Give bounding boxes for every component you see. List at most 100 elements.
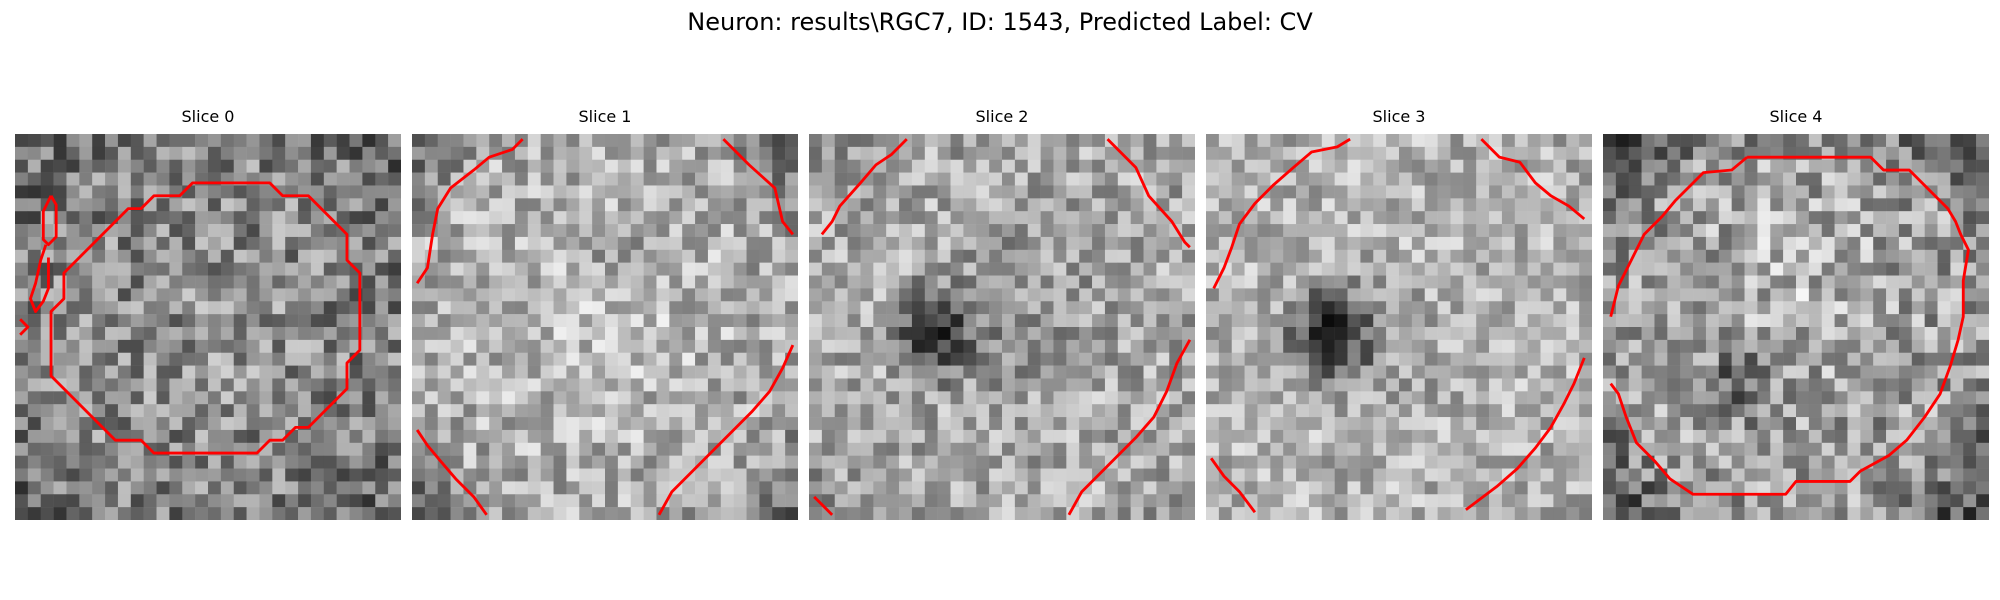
pixel xyxy=(579,314,593,328)
pixel xyxy=(1808,211,1822,225)
pixel xyxy=(1206,442,1220,456)
pixel xyxy=(502,159,516,173)
pixel xyxy=(1424,185,1438,199)
pixel xyxy=(1654,481,1668,495)
pixel xyxy=(1566,455,1580,469)
pixel xyxy=(1130,134,1144,148)
pixel xyxy=(1283,236,1297,251)
pixel xyxy=(233,507,247,520)
pixel xyxy=(1066,288,1080,302)
pixel xyxy=(323,288,337,302)
pixel xyxy=(117,159,132,173)
pixel xyxy=(92,288,106,302)
pixel xyxy=(1898,352,1913,366)
pixel xyxy=(1321,159,1335,173)
pixel xyxy=(643,249,657,263)
pixel xyxy=(963,429,977,444)
pixel xyxy=(1450,468,1464,482)
pixel xyxy=(208,288,222,302)
pixel xyxy=(233,275,247,289)
pixel xyxy=(105,314,119,328)
pixel xyxy=(53,494,67,508)
pixel xyxy=(130,211,144,225)
pixel xyxy=(1437,236,1451,251)
pixel xyxy=(1680,185,1694,199)
pixel xyxy=(195,185,209,199)
pixel xyxy=(695,391,709,405)
pixel xyxy=(1886,455,1900,469)
pixel xyxy=(1757,314,1771,328)
pixel xyxy=(1834,301,1848,315)
pixel xyxy=(1321,224,1335,238)
pixel xyxy=(1566,249,1580,263)
pixel xyxy=(1130,468,1144,482)
pixel xyxy=(1924,224,1938,238)
pixel xyxy=(1924,301,1938,315)
contour-line xyxy=(1106,138,1191,249)
pixel xyxy=(92,352,106,366)
pixel xyxy=(886,442,900,456)
pixel xyxy=(323,134,337,148)
pixel xyxy=(1218,224,1232,238)
pixel xyxy=(1257,224,1271,238)
pixel xyxy=(450,378,464,392)
pixel xyxy=(656,391,670,405)
pixel xyxy=(1476,327,1490,341)
pixel xyxy=(437,249,451,263)
pixel xyxy=(476,507,490,520)
pixel xyxy=(1628,378,1642,392)
pixel xyxy=(1911,378,1925,392)
pixel xyxy=(1860,172,1874,186)
pixel xyxy=(1680,494,1694,508)
pixel xyxy=(1206,134,1220,148)
pixel xyxy=(759,211,773,225)
pixel xyxy=(1386,442,1400,456)
pixel xyxy=(1476,494,1490,508)
pixel xyxy=(1924,249,1938,263)
pixel xyxy=(1489,468,1503,482)
pixel xyxy=(834,185,848,199)
pixel xyxy=(1296,442,1310,456)
pixel xyxy=(1450,275,1464,289)
pixel xyxy=(592,211,606,225)
pixel xyxy=(1296,262,1310,276)
pixel xyxy=(195,468,209,482)
pixel xyxy=(682,301,696,315)
pixel xyxy=(1360,339,1374,353)
pixel xyxy=(1386,352,1400,366)
pixel xyxy=(1360,429,1374,444)
pixel xyxy=(1450,455,1464,469)
pixel xyxy=(1182,134,1195,148)
pixel xyxy=(772,442,786,456)
pixel xyxy=(579,159,593,173)
pixel xyxy=(1821,159,1835,173)
pixel xyxy=(643,417,657,431)
pixel xyxy=(860,327,874,341)
pixel xyxy=(553,352,567,366)
pixel xyxy=(1654,378,1668,392)
pixel xyxy=(1873,275,1887,289)
pixel xyxy=(540,275,554,289)
pixel xyxy=(1334,211,1348,225)
pixel xyxy=(834,339,848,353)
pixel xyxy=(695,224,709,238)
pixel xyxy=(388,365,401,379)
pixel xyxy=(1911,224,1925,238)
pixel xyxy=(1437,301,1451,315)
pixel xyxy=(412,249,426,263)
pixel xyxy=(1040,262,1054,276)
pixel xyxy=(886,417,900,431)
pixel xyxy=(695,481,709,495)
pixel xyxy=(592,262,606,276)
pixel xyxy=(298,494,312,508)
pixel xyxy=(527,198,541,212)
pixel xyxy=(1705,172,1720,186)
pixel xyxy=(682,327,696,341)
pixel xyxy=(463,327,477,341)
pixel xyxy=(1231,301,1245,315)
pixel xyxy=(27,429,41,444)
pixel xyxy=(937,417,951,431)
pixel xyxy=(1169,198,1183,212)
pixel xyxy=(310,172,325,186)
pixel xyxy=(1976,481,1989,495)
